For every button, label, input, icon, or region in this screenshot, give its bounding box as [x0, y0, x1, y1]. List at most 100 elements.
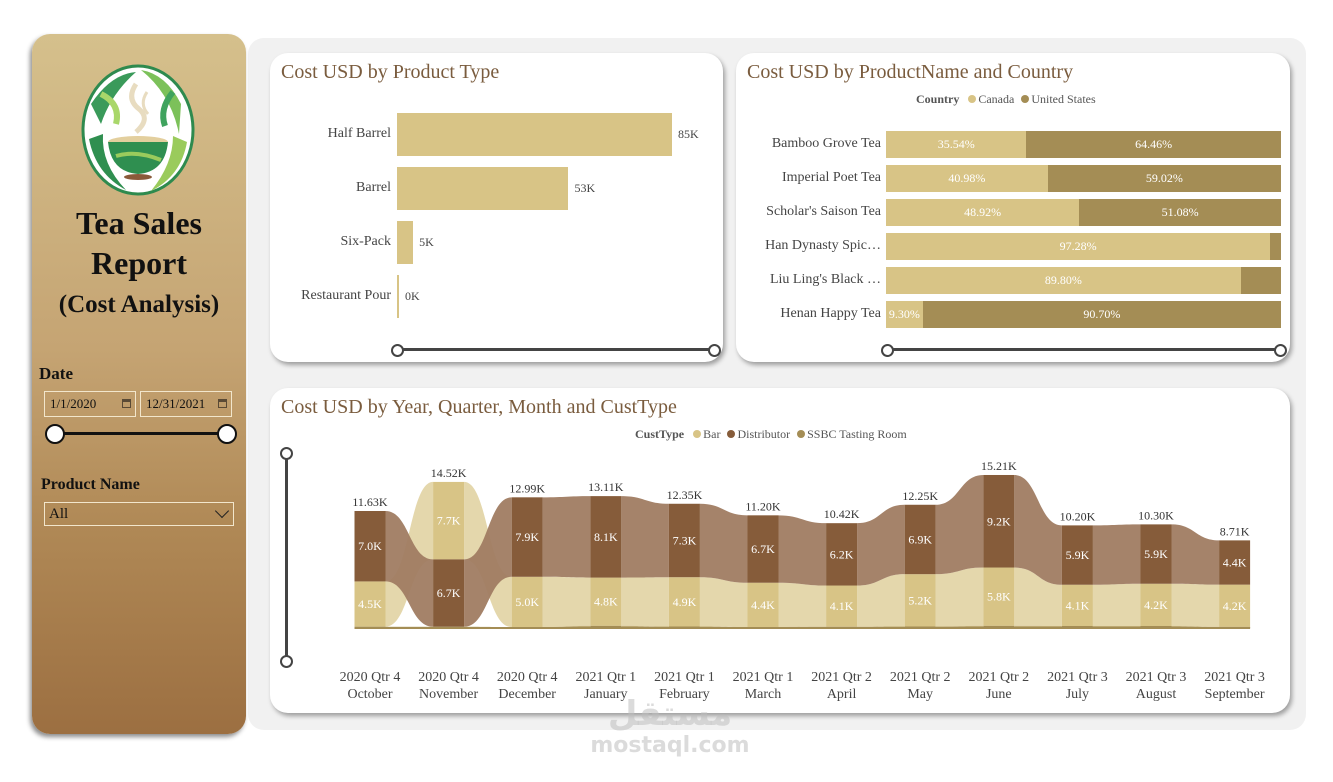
ribbon-distributor[interactable] — [1171, 524, 1220, 585]
united-states-segment[interactable] — [1240, 267, 1281, 294]
segment-value-label: 4.5K — [358, 597, 382, 611]
column-segment-distributor[interactable] — [826, 523, 858, 586]
united-states-segment[interactable]: 90.70% — [922, 301, 1281, 328]
column-segment-bar[interactable] — [668, 577, 700, 627]
column-segment-bar[interactable] — [826, 585, 858, 627]
ribbon-distributor[interactable] — [857, 504, 905, 586]
bar[interactable] — [397, 167, 569, 210]
segment-value-label: 7.3K — [673, 533, 697, 547]
column-segment-distributor[interactable] — [983, 474, 1015, 568]
column-segment-distributor[interactable] — [668, 503, 700, 578]
column-segment-distributor[interactable] — [747, 515, 779, 583]
column-segment-ssbc-tasting-room[interactable] — [1061, 625, 1093, 628]
ribbon-bar[interactable] — [621, 577, 669, 627]
segment-value-label: 9.2K — [987, 514, 1011, 528]
date-range-slider-track[interactable] — [54, 432, 227, 435]
ribbon-distributor[interactable] — [1092, 524, 1141, 585]
date-range-start-handle[interactable] — [45, 424, 65, 444]
legend-canada[interactable]: Canada — [978, 92, 1015, 106]
column-segment-distributor[interactable] — [1061, 525, 1093, 585]
product-name-label: Imperial Poet Tea — [781, 170, 881, 185]
column-segment-ssbc-tasting-room[interactable] — [1140, 625, 1172, 628]
x-tick-label-month: June — [986, 687, 1012, 702]
scroll-handle-start[interactable] — [391, 344, 404, 357]
column-segment-ssbc-tasting-room[interactable] — [590, 625, 622, 628]
scroll-handle-bottom[interactable] — [280, 655, 293, 668]
column-segment-bar[interactable] — [511, 576, 543, 628]
column-segment-distributor[interactable] — [1219, 540, 1251, 585]
ribbon-distributor[interactable] — [385, 511, 434, 627]
canada-segment[interactable]: 89.80% — [886, 267, 1241, 294]
calendar-icon[interactable] — [122, 399, 131, 408]
column-segment-bar[interactable] — [904, 574, 936, 627]
united-states-segment[interactable]: 64.46% — [1026, 131, 1281, 158]
scroll-handle-end[interactable] — [1274, 344, 1287, 357]
watermark: مستقل mostaql.com — [585, 695, 755, 759]
column-segment-bar[interactable] — [433, 481, 465, 560]
canada-segment[interactable]: 9.30% — [886, 301, 923, 328]
ribbon-bar[interactable] — [857, 574, 905, 627]
ribbon-distributor[interactable] — [464, 497, 512, 627]
ribbon-bar[interactable] — [542, 576, 591, 628]
column-segment-distributor[interactable] — [433, 559, 465, 627]
x-tick-label-month: August — [1136, 687, 1177, 702]
ribbon-distributor[interactable] — [935, 474, 984, 575]
chevron-down-icon[interactable] — [214, 503, 230, 519]
ribbon-bar[interactable] — [935, 567, 984, 627]
column-segment-distributor[interactable] — [904, 504, 936, 575]
united-states-segment[interactable]: 51.08% — [1079, 199, 1281, 226]
ribbon-bar[interactable] — [778, 582, 827, 627]
column-segment-bar[interactable] — [590, 577, 622, 626]
column-segment-bar[interactable] — [354, 581, 386, 627]
ribbon-bar[interactable] — [1171, 583, 1220, 627]
product-name-dropdown[interactable]: All — [44, 502, 234, 526]
segment-value-label: 7.0K — [358, 539, 382, 553]
column-segment-ssbc-tasting-room[interactable] — [983, 625, 1015, 628]
legend-dot-canada — [968, 95, 977, 103]
ribbon-distributor[interactable] — [699, 503, 748, 583]
canada-segment[interactable]: 40.98% — [886, 165, 1048, 192]
legend-distributor[interactable]: Distributor — [737, 427, 791, 441]
report-title-line2: Report — [91, 245, 187, 281]
scroll-handle-top[interactable] — [280, 447, 293, 460]
sidebar: Tea Sales Report (Cost Analysis) Date 1/… — [32, 34, 246, 734]
canada-segment[interactable]: 48.92% — [886, 199, 1080, 226]
scroll-handle-end[interactable] — [708, 344, 721, 357]
canada-segment[interactable]: 35.54% — [886, 131, 1027, 158]
ribbon-bar[interactable] — [1092, 583, 1141, 626]
united-states-segment[interactable] — [1270, 233, 1281, 260]
watermark-url: mostaql.com — [590, 733, 750, 758]
united-states-segment[interactable]: 59.02% — [1047, 165, 1281, 192]
vertical-scrollbar[interactable] — [285, 454, 288, 660]
column-segment-bar[interactable] — [1061, 584, 1093, 626]
column-segment-distributor[interactable] — [1140, 524, 1172, 584]
bar[interactable] — [397, 221, 414, 264]
legend-united-states[interactable]: United States — [1031, 92, 1096, 106]
bar[interactable] — [397, 113, 672, 156]
column-segment-bar[interactable] — [747, 582, 779, 627]
column-segment-bar[interactable] — [1140, 583, 1172, 626]
x-tick-label-quarter: 2020 Qtr 4 — [497, 670, 558, 685]
legend-bar[interactable]: Bar — [703, 427, 721, 441]
date-range-end-handle[interactable] — [217, 424, 237, 444]
horizontal-scrollbar[interactable] — [887, 348, 1279, 351]
date-start-input[interactable]: 1/1/2020 — [44, 391, 136, 417]
ribbon-bar[interactable] — [699, 577, 748, 627]
column-segment-bar[interactable] — [1219, 584, 1251, 627]
horizontal-scrollbar[interactable] — [397, 348, 715, 351]
bar[interactable] — [397, 275, 399, 318]
ribbon-distributor[interactable] — [778, 515, 827, 586]
column-segment-bar[interactable] — [983, 567, 1015, 626]
ribbon-distributor[interactable] — [542, 496, 591, 578]
ribbon-distributor[interactable] — [1014, 474, 1062, 585]
legend-ssbc[interactable]: SSBC Tasting Room — [807, 427, 907, 441]
ribbon-distributor[interactable] — [621, 496, 669, 578]
column-segment-distributor[interactable] — [511, 497, 543, 577]
column-segment-distributor[interactable] — [354, 511, 386, 582]
canada-segment[interactable]: 97.28% — [886, 233, 1271, 260]
ribbon-bar[interactable] — [1014, 567, 1062, 626]
scroll-handle-start[interactable] — [881, 344, 894, 357]
calendar-icon[interactable] — [218, 399, 227, 408]
column-segment-distributor[interactable] — [590, 496, 622, 578]
date-end-input[interactable]: 12/31/2021 — [140, 391, 232, 417]
